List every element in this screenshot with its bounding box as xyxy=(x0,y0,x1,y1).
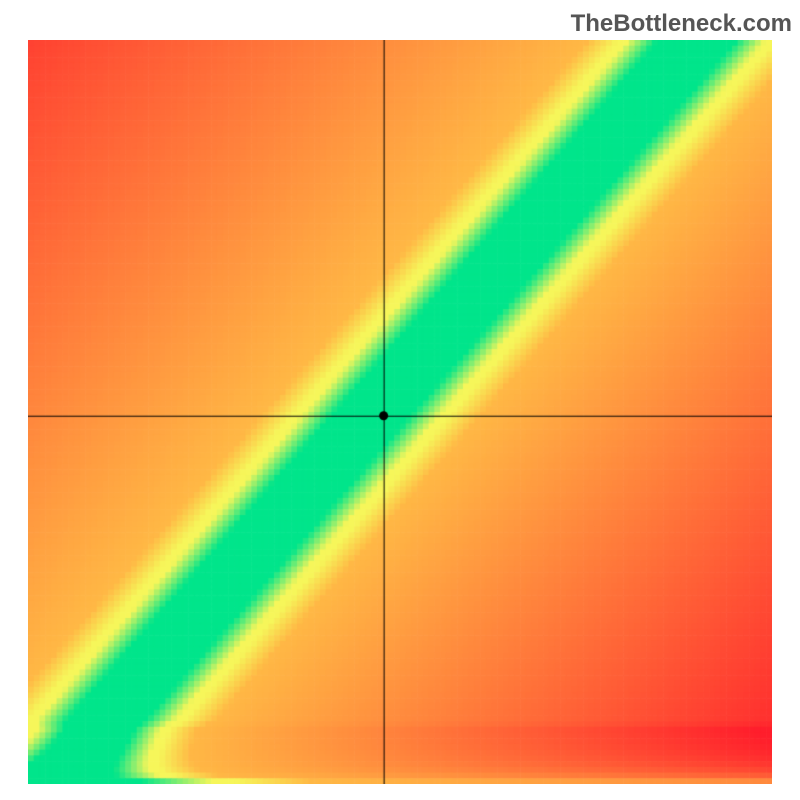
watermark-text: TheBottleneck.com xyxy=(571,10,792,38)
bottleneck-heatmap xyxy=(28,40,772,784)
